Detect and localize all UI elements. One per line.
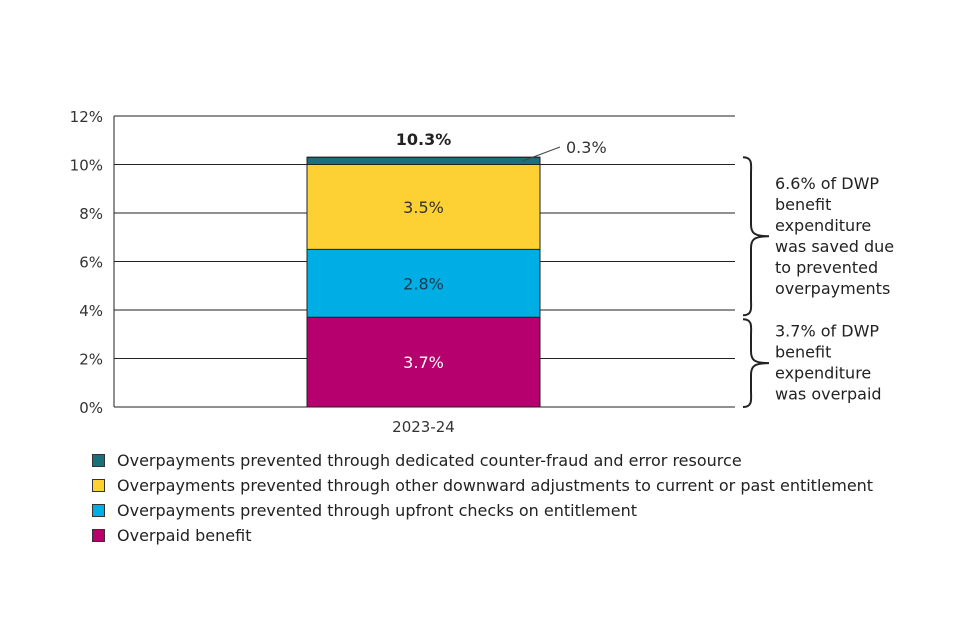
- legend-swatch: [92, 479, 105, 492]
- annotation-line: expenditure: [775, 364, 871, 383]
- bar-segment: [307, 249, 540, 318]
- x-tick-label: 2023-24: [392, 418, 455, 436]
- legend-swatch: [92, 504, 105, 517]
- legend-label: Overpaid benefit: [117, 526, 252, 545]
- legend-item: Overpayments prevented through dedicated…: [92, 448, 873, 473]
- annotation-line: was overpaid: [775, 385, 882, 404]
- data-label: 2.8%: [403, 274, 444, 293]
- total-label: 10.3%: [396, 130, 452, 149]
- brace: [742, 156, 770, 317]
- legend-item: Overpaid benefit: [92, 523, 873, 548]
- annotation-line: expenditure: [775, 216, 871, 235]
- legend-item: Overpayments prevented through other dow…: [92, 473, 873, 498]
- legend-label: Overpayments prevented through other dow…: [117, 476, 874, 495]
- data-label: 3.7%: [403, 353, 444, 372]
- y-tick-label: 12%: [70, 108, 103, 126]
- y-tick-label: 8%: [79, 205, 103, 223]
- bar-segment: [307, 164, 540, 250]
- legend-label: Overpayments prevented through upfront c…: [117, 501, 638, 520]
- annotation-line: to prevented: [775, 258, 878, 277]
- annotation-text: 3.7% of DWP benefit expenditure was overpai…: [775, 322, 882, 404]
- annotation-line: 3.7% of DWP: [775, 322, 879, 341]
- y-tick-label: 0%: [79, 399, 103, 417]
- data-label-leader: [522, 146, 561, 162]
- annotation-line: 6.6% of DWP: [775, 174, 879, 193]
- annotation-line: was saved due: [775, 237, 894, 256]
- y-tick-label: 4%: [79, 302, 103, 320]
- legend-label: Overpayments prevented through dedicated…: [117, 451, 742, 470]
- annotation-text: 6.6% of DWP benefit expenditure was saved d…: [775, 174, 894, 298]
- bar-segment: [307, 157, 540, 165]
- bar-segment: [307, 317, 540, 407]
- legend-item: Overpayments prevented through upfront c…: [92, 498, 873, 523]
- legend-swatch: [92, 529, 105, 542]
- data-label: 3.5%: [403, 198, 444, 217]
- data-label: 0.3%: [566, 138, 607, 157]
- annotation-line: benefit: [775, 195, 831, 214]
- legend: Overpayments prevented through dedicated…: [92, 448, 873, 548]
- y-tick-label: 2%: [79, 351, 103, 369]
- brace: [742, 318, 770, 408]
- bar-outline: [306, 156, 541, 408]
- y-tick-label: 6%: [79, 254, 103, 272]
- legend-swatch: [92, 454, 105, 467]
- annotation-line: benefit: [775, 343, 831, 362]
- annotation-line: overpayments: [775, 279, 890, 298]
- y-tick-label: 10%: [70, 157, 103, 175]
